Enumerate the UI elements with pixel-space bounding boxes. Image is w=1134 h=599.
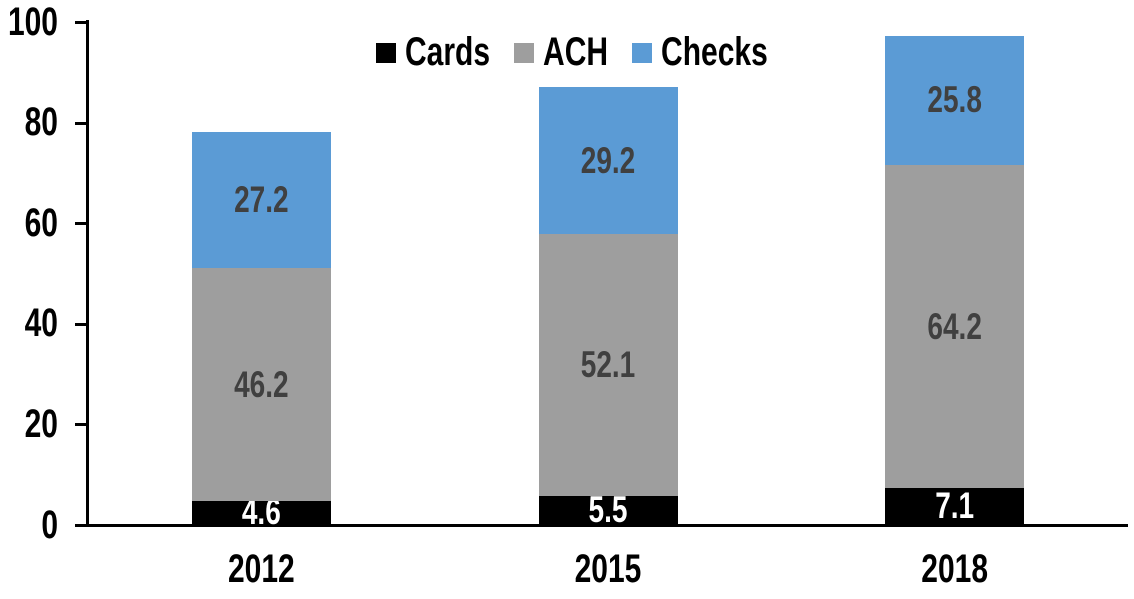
bar-value-label: 5.5 xyxy=(539,489,678,530)
y-tick-mark xyxy=(75,524,86,527)
x-category-text: 2015 xyxy=(574,547,642,592)
y-tick-label: 0 xyxy=(0,503,58,547)
bar-value-text: 29.2 xyxy=(580,139,636,181)
y-axis-line xyxy=(86,20,89,527)
y-tick-label-text: 40 xyxy=(24,301,58,346)
bar-value-text: 7.1 xyxy=(935,484,975,527)
y-tick-label-text: 80 xyxy=(24,100,58,145)
bar-value-label: 25.8 xyxy=(885,36,1024,166)
legend-item-cards: Cards xyxy=(376,30,490,74)
x-category-label-2012: 2012 xyxy=(181,547,341,591)
bar-value-text: 27.2 xyxy=(234,178,289,221)
x-category-label-2015: 2015 xyxy=(528,547,688,591)
bar-segment-cards-2015: 5.5 xyxy=(538,489,678,530)
y-tick-label: 40 xyxy=(0,302,58,346)
chart-legend: Cards ACH Checks xyxy=(376,30,768,74)
bar-segment-cards-2012: 4.6 xyxy=(191,491,331,532)
x-category-text: 2012 xyxy=(227,547,295,592)
y-tick-label-text: 100 xyxy=(7,0,58,44)
x-axis-line xyxy=(86,524,1128,527)
legend-item-checks: Checks xyxy=(632,30,768,74)
bar-value-label: 27.2 xyxy=(192,132,331,269)
legend-label: Cards xyxy=(405,30,491,75)
y-tick-label: 20 xyxy=(0,402,58,446)
bar-segment-ach-2015: 52.1 xyxy=(538,234,678,497)
bar-value-text: 46.2 xyxy=(234,363,289,405)
y-tick-label: 60 xyxy=(0,201,58,245)
bar-segment-checks-2015: 29.2 xyxy=(538,87,678,235)
bar-value-text: 52.1 xyxy=(580,344,636,386)
y-tick-mark xyxy=(75,121,86,125)
bar-segment-checks-2018: 25.8 xyxy=(885,35,1025,166)
x-category-text: 2018 xyxy=(921,547,989,592)
y-tick-label-text: 20 xyxy=(24,402,58,447)
legend-marker-ach-icon xyxy=(514,43,535,63)
y-tick-mark xyxy=(75,21,86,24)
bar-value-text: 64.2 xyxy=(927,305,982,347)
bar-value-label: 29.2 xyxy=(539,87,678,234)
bar-value-label: 64.2 xyxy=(885,165,1024,488)
bar-segment-cards-2018: 7.1 xyxy=(885,485,1025,526)
bar-value-label: 4.6 xyxy=(192,491,331,532)
legend-item-ach: ACH xyxy=(514,30,608,74)
bar-value-text: 25.8 xyxy=(927,79,982,121)
legend-marker-checks-icon xyxy=(632,43,653,63)
legend-label: Checks xyxy=(661,30,768,75)
x-category-label-2018: 2018 xyxy=(875,547,1035,591)
bar-value-label: 46.2 xyxy=(192,268,331,500)
bar-value-label: 7.1 xyxy=(885,485,1024,526)
y-tick-label: 80 xyxy=(0,100,58,144)
bar-segment-checks-2012: 27.2 xyxy=(191,131,331,269)
legend-label: ACH xyxy=(543,30,609,75)
y-tick-mark xyxy=(75,222,86,226)
y-tick-label: 100 xyxy=(0,0,58,44)
bar-value-label: 52.1 xyxy=(539,234,678,496)
y-tick-label-text: 60 xyxy=(24,201,58,245)
legend-marker-cards-icon xyxy=(376,43,396,63)
y-tick-label-text: 0 xyxy=(41,502,58,547)
y-tick-mark xyxy=(75,322,86,326)
bar-segment-ach-2018: 64.2 xyxy=(885,165,1025,489)
bar-segment-ach-2012: 46.2 xyxy=(191,268,331,501)
y-tick-mark xyxy=(75,423,86,427)
